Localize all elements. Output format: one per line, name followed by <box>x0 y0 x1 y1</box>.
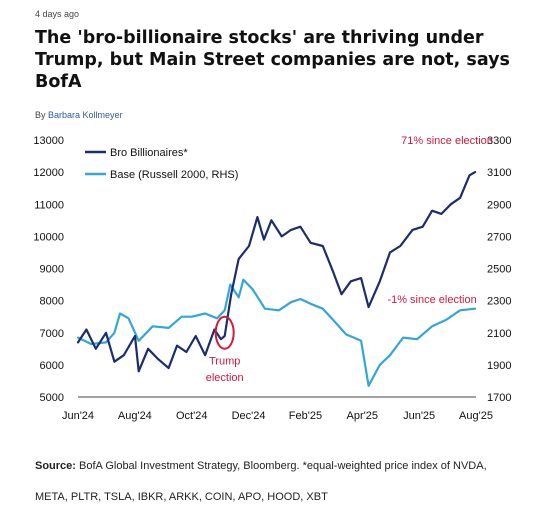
right-axis-tick-label: 1900 <box>487 360 511 372</box>
annotation-minus-1-percent: -1% since election <box>387 294 476 306</box>
x-axis-ticks: Jun'24 Aug'24 Oct'24 Dec'24 Feb'25 Apr'25 Jun'… <box>62 410 493 422</box>
right-axis-tick-label: 2100 <box>487 328 511 340</box>
left-axis-tick-label: 7000 <box>40 328 64 340</box>
author-link[interactable]: Barbara Kollmeyer <box>48 110 123 120</box>
legend-label: Bro Billionaires* <box>110 147 188 159</box>
byline: By Barbara Kollmeyer <box>35 110 123 120</box>
x-axis-tick-label: Aug'25 <box>459 410 493 422</box>
left-axis-ticks: 13000 12000 11000 10000 9000 8000 7000 6000 5000 <box>33 135 64 404</box>
x-axis-tick-label: Dec'24 <box>232 410 266 422</box>
left-axis-tick-label: 11000 <box>34 199 64 211</box>
annotation-71-percent: 71% since election <box>401 135 493 147</box>
byline-prefix: By <box>35 110 46 120</box>
x-axis-tick-label: Oct'24 <box>176 410 207 422</box>
right-axis-ticks: 3300 3100 2900 2700 2500 2300 2100 1900 1700 <box>487 135 511 404</box>
right-axis-tick-label: 2900 <box>487 199 511 211</box>
annotation-trump: Trump <box>209 356 240 368</box>
article-timestamp: 4 days ago <box>35 9 80 19</box>
right-axis-tick-label: 3100 <box>487 167 511 179</box>
legend: Bro Billionaires* Base (Russell 2000, RHS… <box>85 147 238 181</box>
left-axis-tick-label: 5000 <box>40 392 64 404</box>
series-lines <box>76 170 477 387</box>
source-label: Source: <box>35 460 76 472</box>
bro-billionaires-line <box>76 170 477 373</box>
left-axis-tick-label: 9000 <box>40 264 64 276</box>
source-note: Source: BofA Global Investment Strategy,… <box>35 459 515 473</box>
x-axis-tick-label: Feb'25 <box>289 410 322 422</box>
left-axis-tick-label: 12000 <box>33 167 64 179</box>
line-chart: 13000 12000 11000 10000 9000 8000 7000 6000 5000… <box>33 135 511 422</box>
right-axis-tick-label: 2500 <box>487 264 511 276</box>
annotation-election: election <box>206 372 244 384</box>
x-axis-tick-label: Jun'24 <box>62 410 94 422</box>
russell-2000-line <box>76 278 477 387</box>
source-note-continued: META, PLTR, TSLA, IBKR, ARKK, COIN, APO,… <box>35 491 328 503</box>
article-headline[interactable]: The 'bro-billionaire stocks' are thrivin… <box>35 28 510 92</box>
left-axis-tick-label: 10000 <box>33 231 64 243</box>
left-axis-tick-label: 8000 <box>40 296 64 308</box>
x-axis-tick-label: Jun'25 <box>403 410 435 422</box>
x-axis-tick-label: Apr'25 <box>347 410 378 422</box>
election-marker-circle <box>214 315 235 350</box>
left-axis-tick-label: 6000 <box>40 360 64 372</box>
right-axis-tick-label: 3300 <box>487 135 511 147</box>
right-axis-tick-label: 2300 <box>487 296 511 308</box>
right-axis-tick-label: 1700 <box>487 392 511 404</box>
source-text-1: BofA Global Investment Strategy, Bloombe… <box>75 460 487 472</box>
left-axis-tick-label: 13000 <box>33 135 64 147</box>
annotations: 71% since election -1% since election Trum… <box>206 135 493 384</box>
legend-label: Base (Russell 2000, RHS) <box>110 169 238 181</box>
x-axis-tick-label: Aug'24 <box>118 410 152 422</box>
right-axis-tick-label: 2700 <box>487 231 511 243</box>
